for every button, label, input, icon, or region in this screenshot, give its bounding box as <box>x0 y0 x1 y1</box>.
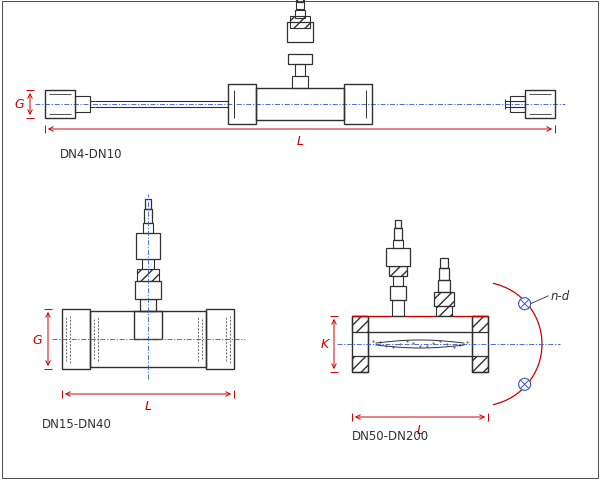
Bar <box>352 356 368 372</box>
Bar <box>142 260 154 269</box>
Bar <box>228 85 256 125</box>
Bar <box>296 0 304 10</box>
Text: G: G <box>32 333 42 346</box>
Bar <box>134 312 162 339</box>
Bar <box>144 210 152 224</box>
Bar <box>75 97 90 113</box>
Bar <box>90 312 206 367</box>
Bar <box>389 266 407 276</box>
Bar <box>434 292 454 306</box>
Bar <box>290 17 310 29</box>
Bar <box>288 55 312 65</box>
Bar <box>438 280 450 292</box>
Bar <box>256 89 344 121</box>
Bar <box>62 309 90 369</box>
Bar <box>297 0 303 3</box>
Bar <box>45 91 75 119</box>
Text: n-d: n-d <box>551 289 570 302</box>
Bar <box>292 77 308 89</box>
Bar <box>510 97 525 113</box>
Bar <box>135 281 161 300</box>
Bar <box>472 316 488 332</box>
Text: DN50-DN200: DN50-DN200 <box>352 429 429 442</box>
Bar <box>394 228 402 240</box>
Bar <box>439 268 449 280</box>
Circle shape <box>518 379 530 391</box>
Bar <box>145 200 151 210</box>
Bar <box>386 249 410 266</box>
Bar <box>140 300 156 312</box>
Text: L: L <box>145 399 152 412</box>
Bar <box>393 240 403 249</box>
Circle shape <box>518 298 530 310</box>
Bar <box>137 269 159 281</box>
Bar <box>352 316 368 372</box>
Text: DN15-DN40: DN15-DN40 <box>42 417 112 430</box>
Text: L: L <box>416 423 424 436</box>
Bar <box>436 306 452 316</box>
Text: DN4-DN10: DN4-DN10 <box>60 148 122 161</box>
Bar <box>440 258 448 268</box>
Bar <box>393 276 403 287</box>
Bar <box>392 300 404 316</box>
Text: L: L <box>296 135 304 148</box>
Bar <box>472 356 488 372</box>
Bar <box>352 316 368 332</box>
Bar <box>143 224 153 233</box>
Text: G: G <box>14 98 24 111</box>
Bar <box>344 85 372 125</box>
Bar <box>136 233 160 260</box>
Bar <box>395 220 401 228</box>
Bar <box>368 332 472 356</box>
Text: K: K <box>321 338 329 351</box>
Bar <box>295 65 305 77</box>
Bar <box>287 23 313 43</box>
Bar <box>206 309 234 369</box>
Bar <box>472 316 488 372</box>
Bar <box>295 11 305 19</box>
Bar <box>390 287 406 300</box>
Bar <box>525 91 555 119</box>
